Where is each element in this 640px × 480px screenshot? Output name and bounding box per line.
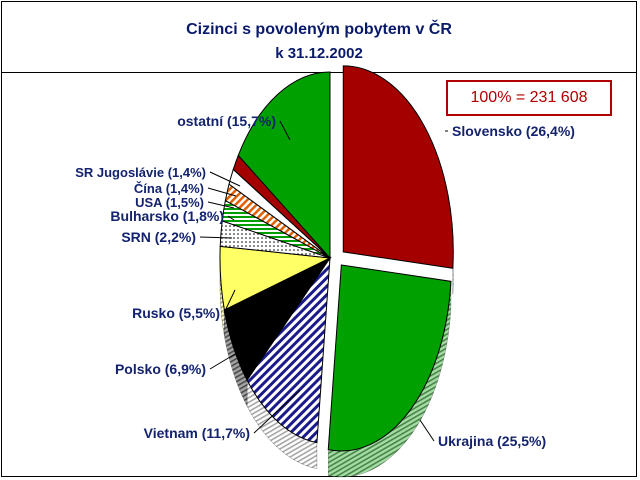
slice-ostatni (237, 71, 331, 260)
slice-label-ostatni: ostatní (15,7%) (177, 113, 276, 129)
chart-title: Cizinci s povoleným pobytem v ČR (186, 21, 452, 38)
slice-ukrajina (327, 264, 452, 452)
slice-labels: Slovensko (26,4%) Ukrajina (25,5%) Vietnam… (75, 113, 575, 449)
leader-line-ostatni (279, 120, 291, 141)
slice-label-polsko: Polsko (6,9%) (115, 361, 206, 377)
leader-lines (199, 120, 448, 442)
leader-line-srn (199, 236, 233, 239)
slice-label-ukrajina: Ukrajina (25,5%) (438, 433, 546, 449)
leader-line-polsko (209, 344, 251, 370)
slice-label-bulharsko: Bulharsko (1,8%) (110, 208, 224, 224)
leader-line-bulharsko (227, 215, 235, 221)
slice-vietnam (246, 256, 331, 444)
leader-line-cina (207, 187, 237, 197)
slice-side-hatch-vietnam (247, 380, 317, 469)
leader-line-ukrajina (419, 419, 435, 442)
slice-label-rusko: Rusko (5,5%) (132, 305, 220, 321)
leader-line-rusko (223, 289, 236, 314)
slice-label-slovensko: Slovensko (26,4%) (452, 123, 575, 139)
total-badge: 100% = 231 608 (446, 80, 612, 116)
slice-label-vietnam: Vietnam (11,7%) (144, 425, 250, 441)
slice-label-sr-jugoslavie: SR Jugoslávie (1,4%) (75, 165, 206, 180)
slice-slovensko (342, 65, 454, 269)
title-box: Cizinci s povoleným pobytem v ČR k 31.12… (1, 1, 637, 73)
leader-line-vietnam (253, 389, 301, 434)
leader-line-sr-jugoslavie (209, 171, 241, 187)
pie-slices (219, 65, 454, 452)
slice-label-cina: Čína (1,4%) (134, 181, 204, 196)
slice-label-usa: USA (1,5%) (135, 195, 204, 210)
chart-subtitle: k 31.12.2002 (275, 45, 363, 62)
slice-side-hatch-polsko (224, 309, 248, 407)
slice-label-srn: SRN (2,2%) (121, 229, 196, 245)
leader-line-usa (207, 201, 235, 209)
slice-side-hatch-ukrajina (328, 281, 451, 477)
